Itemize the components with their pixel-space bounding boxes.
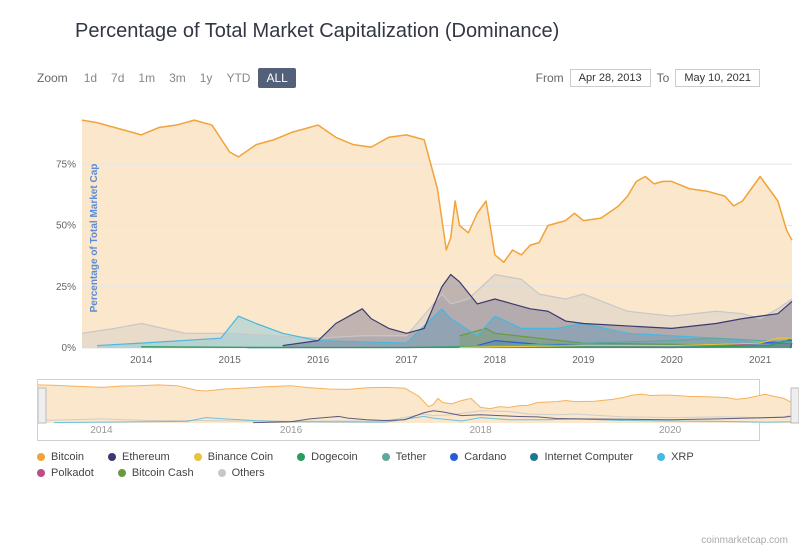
svg-text:2014: 2014: [90, 425, 113, 435]
svg-text:2020: 2020: [661, 355, 684, 366]
legend-item-cardano[interactable]: Cardano: [450, 451, 506, 463]
legend-label: Cardano: [464, 451, 506, 463]
legend-label: Bitcoin Cash: [132, 467, 194, 479]
legend: Bitcoin Ethereum Binance Coin Dogecoin Tethe…: [37, 451, 760, 479]
svg-text:2016: 2016: [280, 425, 303, 435]
legend-label: Bitcoin: [51, 451, 84, 463]
legend-label: Ethereum: [122, 451, 170, 463]
legend-marker-icon: [530, 453, 538, 461]
main-chart[interactable]: Percentage of Total Market Cap 0% 25% 50% 7…: [37, 103, 760, 373]
footer-credit: coinmarketcap.com: [701, 535, 788, 546]
legend-label: Binance Coin: [208, 451, 273, 463]
legend-item-bitcoincash[interactable]: Bitcoin Cash: [118, 467, 194, 479]
controls-row: Zoom 1d7d1m3m1yYTDALL From Apr 28, 2013 …: [37, 68, 760, 88]
legend-marker-icon: [657, 453, 665, 461]
legend-label: Others: [232, 467, 265, 479]
zoom-btn-1y[interactable]: 1y: [194, 68, 219, 88]
chart-svg: 0% 25% 50% 75% 2014 2015 2016 2017 2018 2019 2020 2…: [37, 103, 800, 373]
zoom-btn-ytd[interactable]: YTD: [220, 68, 256, 88]
svg-text:2018: 2018: [469, 425, 492, 435]
legend-marker-icon: [37, 453, 45, 461]
legend-marker-icon: [37, 469, 45, 477]
legend-item-binancecoin[interactable]: Binance Coin: [194, 451, 273, 463]
legend-item-internetcomputer[interactable]: Internet Computer: [530, 451, 633, 463]
svg-text:2015: 2015: [219, 355, 242, 366]
legend-label: Tether: [396, 451, 427, 463]
svg-text:2016: 2016: [307, 355, 330, 366]
svg-text:2021: 2021: [749, 355, 772, 366]
legend-item-ethereum[interactable]: Ethereum: [108, 451, 170, 463]
to-label: To: [657, 71, 670, 85]
legend-item-others[interactable]: Others: [218, 467, 265, 479]
zoom-btn-3m[interactable]: 3m: [163, 68, 192, 88]
chart-title: Percentage of Total Market Capitalizatio…: [75, 20, 780, 43]
legend-marker-icon: [218, 469, 226, 477]
legend-marker-icon: [108, 453, 116, 461]
legend-label: Dogecoin: [311, 451, 357, 463]
legend-marker-icon: [194, 453, 202, 461]
legend-marker-icon: [118, 469, 126, 477]
legend-item-dogecoin[interactable]: Dogecoin: [297, 451, 357, 463]
legend-item-polkadot[interactable]: Polkadot: [37, 467, 94, 479]
zoom-btn-7d[interactable]: 7d: [105, 68, 130, 88]
navigator-chart[interactable]: 2014 2016 2018 2020: [37, 379, 760, 441]
svg-text:25%: 25%: [56, 282, 76, 293]
from-label: From: [536, 71, 564, 85]
legend-marker-icon: [297, 453, 305, 461]
to-date-input[interactable]: May 10, 2021: [675, 69, 760, 87]
legend-label: Internet Computer: [544, 451, 633, 463]
yaxis-title: Percentage of Total Market Cap: [89, 164, 100, 313]
legend-item-xrp[interactable]: XRP: [657, 451, 694, 463]
legend-label: Polkadot: [51, 467, 94, 479]
legend-label: XRP: [671, 451, 694, 463]
zoom-group: Zoom 1d7d1m3m1yYTDALL: [37, 68, 296, 88]
svg-text:2019: 2019: [572, 355, 595, 366]
zoom-btn-1d[interactable]: 1d: [78, 68, 103, 88]
zoom-btn-all[interactable]: ALL: [258, 68, 295, 88]
navigator-svg: 2014 2016 2018 2020: [38, 380, 799, 435]
date-range-group: From Apr 28, 2013 To May 10, 2021: [536, 69, 760, 87]
legend-marker-icon: [450, 453, 458, 461]
svg-text:2017: 2017: [395, 355, 418, 366]
svg-text:50%: 50%: [56, 221, 76, 232]
legend-marker-icon: [382, 453, 390, 461]
svg-text:2014: 2014: [130, 355, 153, 366]
svg-text:0%: 0%: [62, 343, 77, 354]
legend-item-tether[interactable]: Tether: [382, 451, 427, 463]
svg-text:75%: 75%: [56, 159, 76, 170]
from-date-input[interactable]: Apr 28, 2013: [570, 69, 651, 87]
svg-text:2020: 2020: [659, 425, 682, 435]
zoom-label: Zoom: [37, 71, 68, 85]
zoom-btn-1m[interactable]: 1m: [132, 68, 161, 88]
svg-text:2018: 2018: [484, 355, 507, 366]
legend-item-bitcoin[interactable]: Bitcoin: [37, 451, 84, 463]
